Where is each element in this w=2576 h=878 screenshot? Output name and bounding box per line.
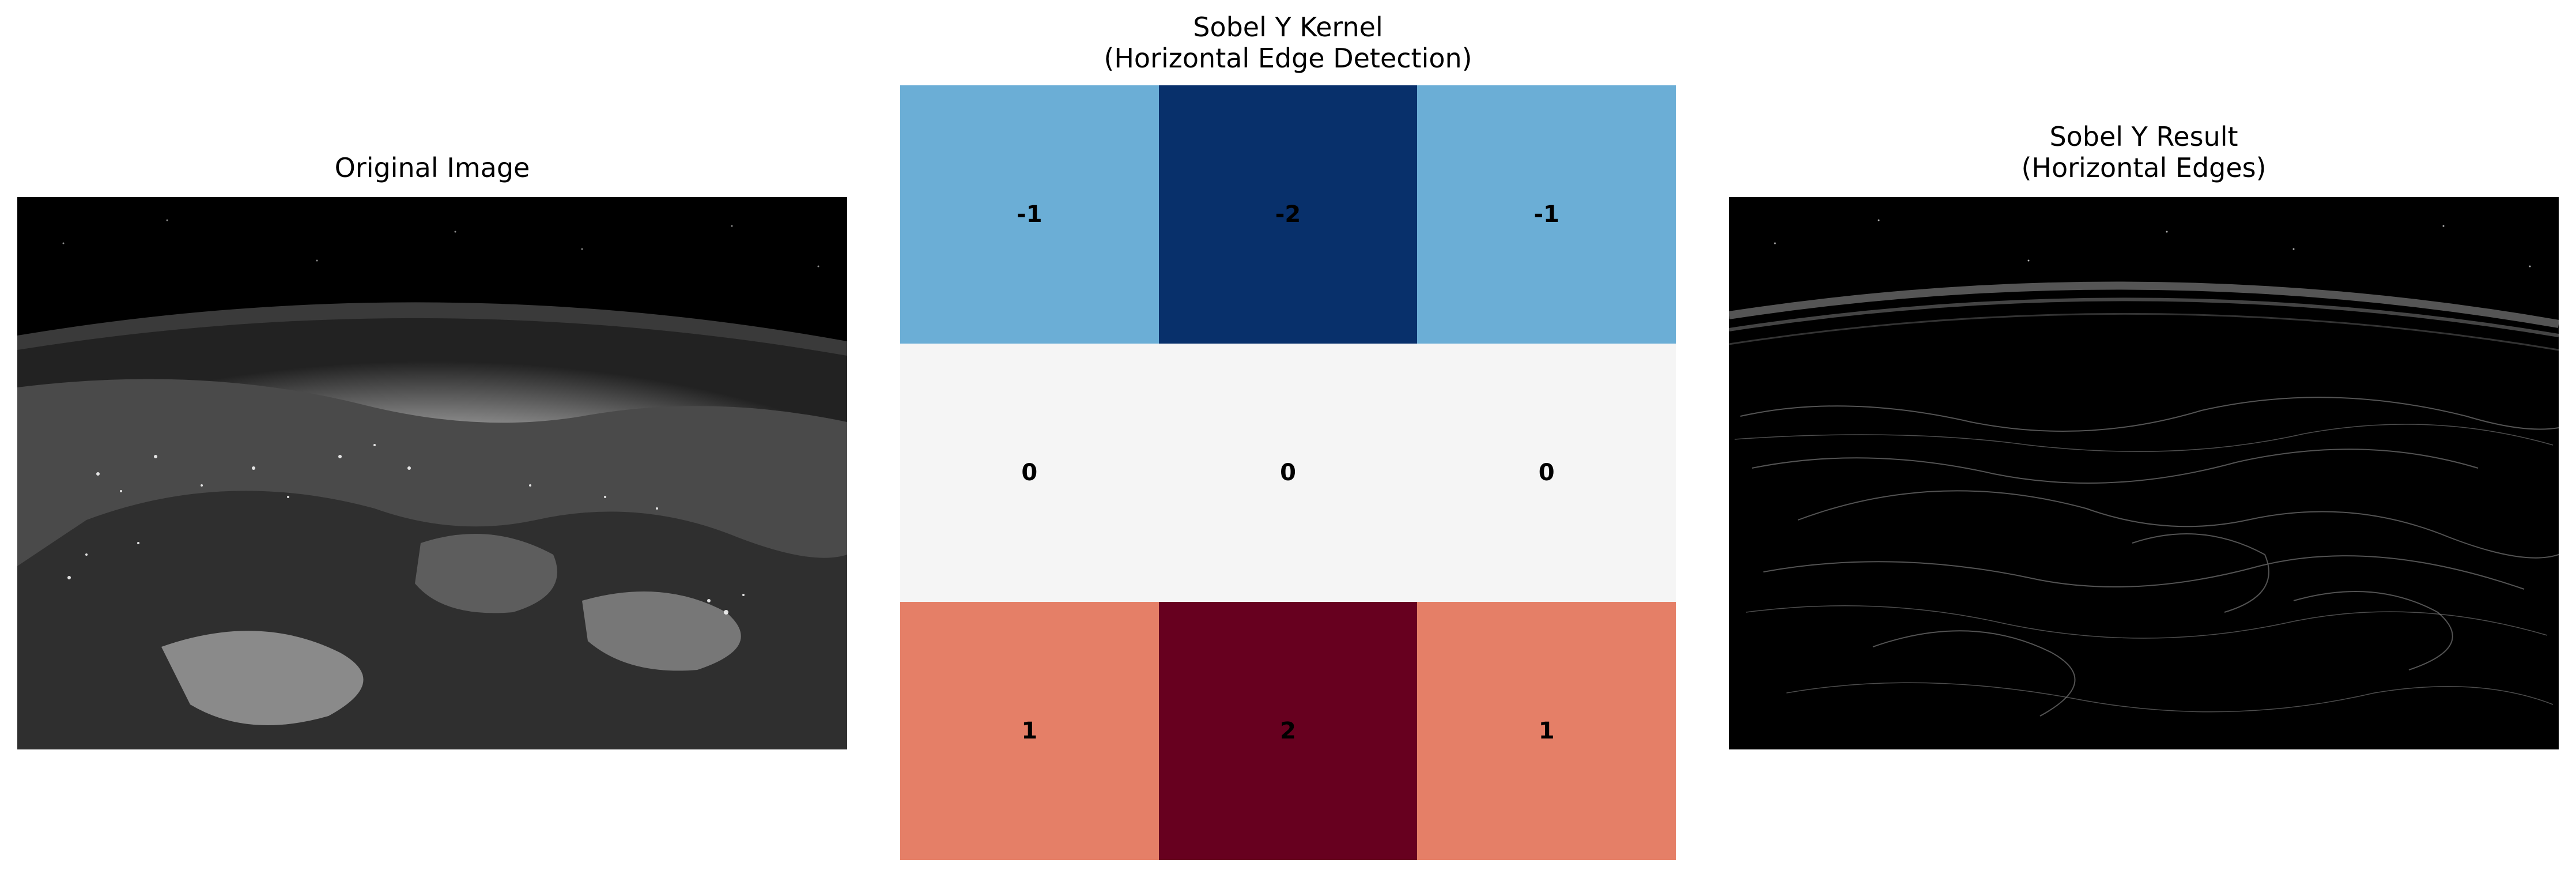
kernel-cell-r0-c2: -1 xyxy=(1417,85,1676,344)
original-earth-image xyxy=(17,197,847,749)
kernel-cell-r2-c1: 2 xyxy=(1158,602,1418,860)
kernel-cell-r0-c1: -2 xyxy=(1158,85,1418,344)
kernel-cell-r2-c0: 1 xyxy=(900,602,1159,860)
sobel-result-image xyxy=(1729,197,2559,749)
kernel-title: Sobel Y Kernel (Horizontal Edge Detectio… xyxy=(1104,12,1472,74)
kernel-cell-r0-c0: -1 xyxy=(900,85,1159,344)
result-image-title: Sobel Y Result (Horizontal Edges) xyxy=(2021,121,2267,183)
kernel-cell-r1-c1: 0 xyxy=(1158,344,1418,602)
kernel-cell-r2-c2: 1 xyxy=(1417,602,1676,860)
kernel-cell-r1-c0: 0 xyxy=(900,344,1159,602)
original-image-title: Original Image xyxy=(334,152,530,183)
kernel-cell-r1-c2: 0 xyxy=(1417,344,1676,602)
sobel-y-kernel-heatmap: -1 -2 -1 0 0 0 1 2 1 xyxy=(900,85,1676,860)
